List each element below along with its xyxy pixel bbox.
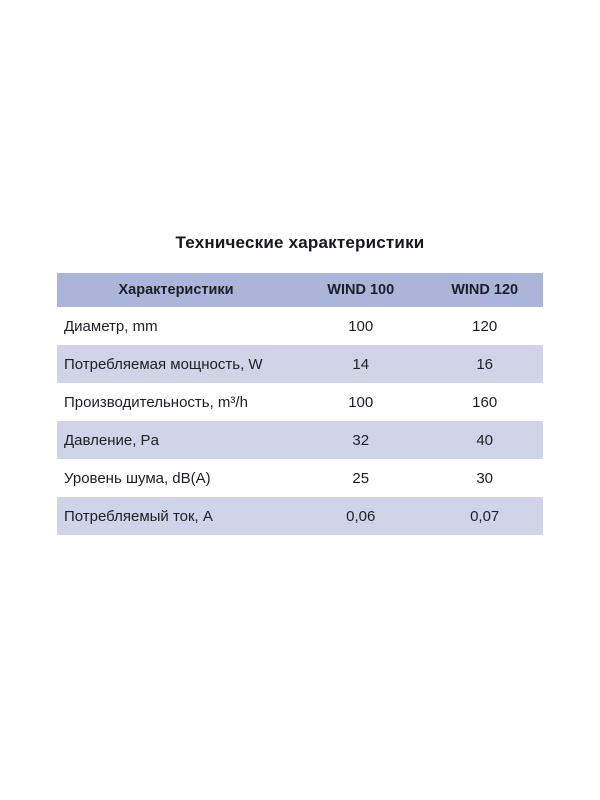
value-wind100-noise: 25: [352, 469, 370, 487]
value-wind120-current: 0,07: [470, 507, 500, 525]
value-wind100-diameter: 100: [348, 317, 374, 335]
table-row: Диаметр, mm 100 120: [57, 307, 543, 345]
value-wind120-pressure: 40: [476, 431, 494, 449]
header-cell-characteristics: Характеристики: [57, 273, 296, 307]
value-wind120-noise: 30: [476, 469, 494, 487]
header-cell-wind100: WIND 100: [295, 273, 427, 307]
row-label-noise: Уровень шума, dB(A): [64, 469, 211, 487]
page-title: Технические характеристики: [175, 233, 425, 252]
value-wind100-capacity: 100: [348, 393, 374, 411]
value-wind100-pressure: 32: [352, 431, 370, 449]
value-wind120-power: 16: [476, 355, 494, 373]
row-label-power: Потребляемая мощность, W: [64, 355, 263, 373]
table-row: Давление, Pa 32 40: [57, 421, 543, 459]
value-wind120-capacity: 160: [472, 393, 498, 411]
table-row: Потребляемый ток, А 0,06 0,07: [57, 497, 543, 535]
table-row: Производительность, m³/h 100 160: [57, 383, 543, 421]
row-label-diameter: Диаметр, mm: [64, 317, 158, 335]
table-row: Потребляемая мощность, W 14 16: [57, 345, 543, 383]
specs-section: Технические характеристики Характеристик…: [57, 233, 543, 535]
table-row: Уровень шума, dB(A) 25 30: [57, 459, 543, 497]
value-wind120-diameter: 120: [472, 317, 498, 335]
specs-table: Характеристики WIND 100 WIND 120 Диаметр…: [57, 273, 543, 535]
header-cell-wind120: WIND 120: [426, 273, 543, 307]
row-label-capacity: Производительность, m³/h: [64, 393, 248, 411]
table-header-row: Характеристики WIND 100 WIND 120: [57, 273, 543, 307]
row-label-current: Потребляемый ток, А: [64, 507, 213, 525]
row-label-pressure: Давление, Pa: [64, 431, 159, 449]
value-wind100-current: 0,06: [346, 507, 376, 525]
value-wind100-power: 14: [352, 355, 370, 373]
